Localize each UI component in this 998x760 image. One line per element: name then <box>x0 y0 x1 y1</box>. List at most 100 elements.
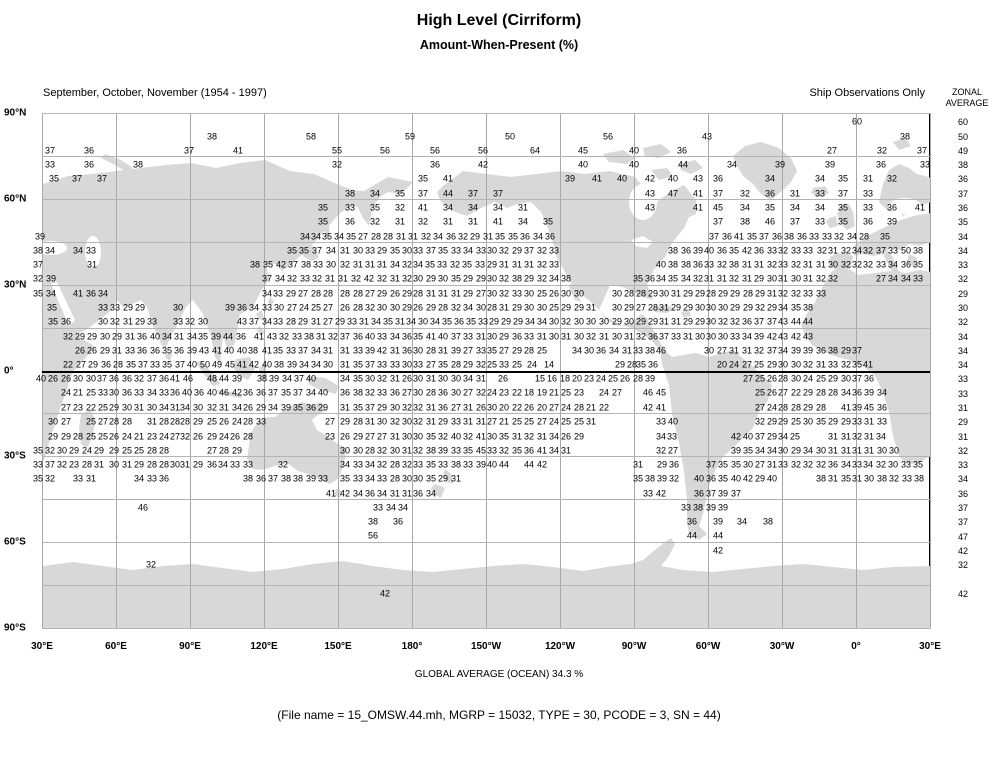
map-value: 34 <box>133 473 145 484</box>
map-value: 30 <box>352 245 364 256</box>
map-value: 35 <box>161 359 173 370</box>
map-value: 36 <box>389 387 401 398</box>
map-value: 29 <box>376 402 388 413</box>
map-value: 32 <box>716 259 728 270</box>
zonal-average-value: 31 <box>957 403 969 413</box>
map-value: 34 <box>333 231 345 242</box>
map-value: 33 <box>344 202 356 213</box>
map-value: 29 <box>611 316 623 327</box>
map-value: 38 <box>644 473 656 484</box>
map-value: 31 <box>364 416 376 427</box>
map-value: 38 <box>344 188 356 199</box>
map-value: 35 <box>321 231 333 242</box>
map-value: 34 <box>608 345 620 356</box>
map-value: 28 <box>486 302 498 313</box>
map-value: 25 <box>206 416 218 427</box>
map-value: 32 <box>840 245 852 256</box>
gridline-parallel <box>42 456 930 457</box>
map-value: 40 <box>616 173 628 184</box>
zonal-average-value: 34 <box>957 474 969 484</box>
map-value: 30 <box>486 431 498 442</box>
map-value: 31 <box>401 488 413 499</box>
map-value: 40 <box>730 473 742 484</box>
map-value: 39 <box>564 173 576 184</box>
map-value: 24 <box>121 431 133 442</box>
map-value: 30 <box>376 416 388 427</box>
map-value: 33 <box>376 331 388 342</box>
map-value: 30 <box>623 316 635 327</box>
map-value: 25 <box>815 373 827 384</box>
map-value: 30 <box>840 373 852 384</box>
map-value: 37 <box>766 345 778 356</box>
map-value: 31 <box>169 402 181 413</box>
map-value: 29 <box>802 387 814 398</box>
map-value: 32 <box>876 145 888 156</box>
map-value: 56 <box>379 145 391 156</box>
map-value: 29 <box>108 445 120 456</box>
map-value: 27 <box>548 402 560 413</box>
map-value: 27 <box>462 345 474 356</box>
map-value: 23 <box>146 431 158 442</box>
map-value: 36 <box>158 473 170 484</box>
map-value: 30 <box>389 302 401 313</box>
map-value: 35 <box>486 345 498 356</box>
map-value: 35 <box>742 445 754 456</box>
map-value: 42 <box>275 259 287 270</box>
map-value: 30 <box>573 288 585 299</box>
map-value: 30 <box>742 459 754 470</box>
map-value: 29 <box>317 402 329 413</box>
map-value: 37 <box>916 145 928 156</box>
map-value: 32 <box>32 273 44 284</box>
gridline-parallel <box>42 156 930 157</box>
map-value: 34 <box>862 459 874 470</box>
map-value: 30 <box>888 445 900 456</box>
map-value: 36 <box>344 216 356 227</box>
zonal-average-value: 42 <box>957 546 969 556</box>
map-value: 31 <box>146 416 158 427</box>
map-value: 32 <box>376 459 388 470</box>
map-value: 35 <box>437 359 449 370</box>
map-value: 30 <box>573 331 585 342</box>
map-value: 38 <box>256 373 268 384</box>
map-value: 30 <box>694 331 706 342</box>
map-value: 38 <box>560 273 572 284</box>
map-value: 36 <box>83 145 95 156</box>
map-value: 30 <box>108 459 120 470</box>
map-value: 35 <box>32 288 44 299</box>
map-value: 26 <box>619 373 631 384</box>
map-value: 33 <box>412 459 424 470</box>
map-value: 24 <box>298 302 310 313</box>
map-value: 36 <box>692 259 704 270</box>
map-value: 34 <box>325 245 337 256</box>
map-value: 34 <box>548 445 560 456</box>
map-value: 34 <box>536 316 548 327</box>
map-value: 34 <box>524 316 536 327</box>
map-value: 31 <box>585 416 597 427</box>
map-value: 42 <box>339 488 351 499</box>
map-value: 37 <box>174 359 186 370</box>
map-value: 31 <box>670 288 682 299</box>
map-value: 32 <box>56 459 68 470</box>
map-value: 29 <box>297 316 309 327</box>
map-value: 36 <box>721 231 733 242</box>
map-value: 31 <box>322 345 334 356</box>
longitude-tick-label: 30°W <box>769 641 795 652</box>
map-value: 34 <box>274 273 286 284</box>
map-value: 37 <box>339 331 351 342</box>
map-value: 25 <box>560 387 572 398</box>
map-value: 30 <box>658 288 670 299</box>
map-value: 38 <box>132 159 144 170</box>
map-value: 31 <box>511 431 523 442</box>
map-value: 31 <box>598 331 610 342</box>
map-value: 29 <box>111 331 123 342</box>
map-value: 31 <box>498 259 510 270</box>
map-value: 33 <box>632 345 644 356</box>
map-value: 29 <box>500 316 512 327</box>
map-value: 30 <box>339 445 351 456</box>
map-value: 35 <box>352 402 364 413</box>
map-value: 28 <box>121 416 133 427</box>
map-value: 35 <box>851 359 863 370</box>
map-value: 30 <box>703 345 715 356</box>
map-value: 41 <box>692 202 704 213</box>
map-value: 25 <box>573 416 585 427</box>
